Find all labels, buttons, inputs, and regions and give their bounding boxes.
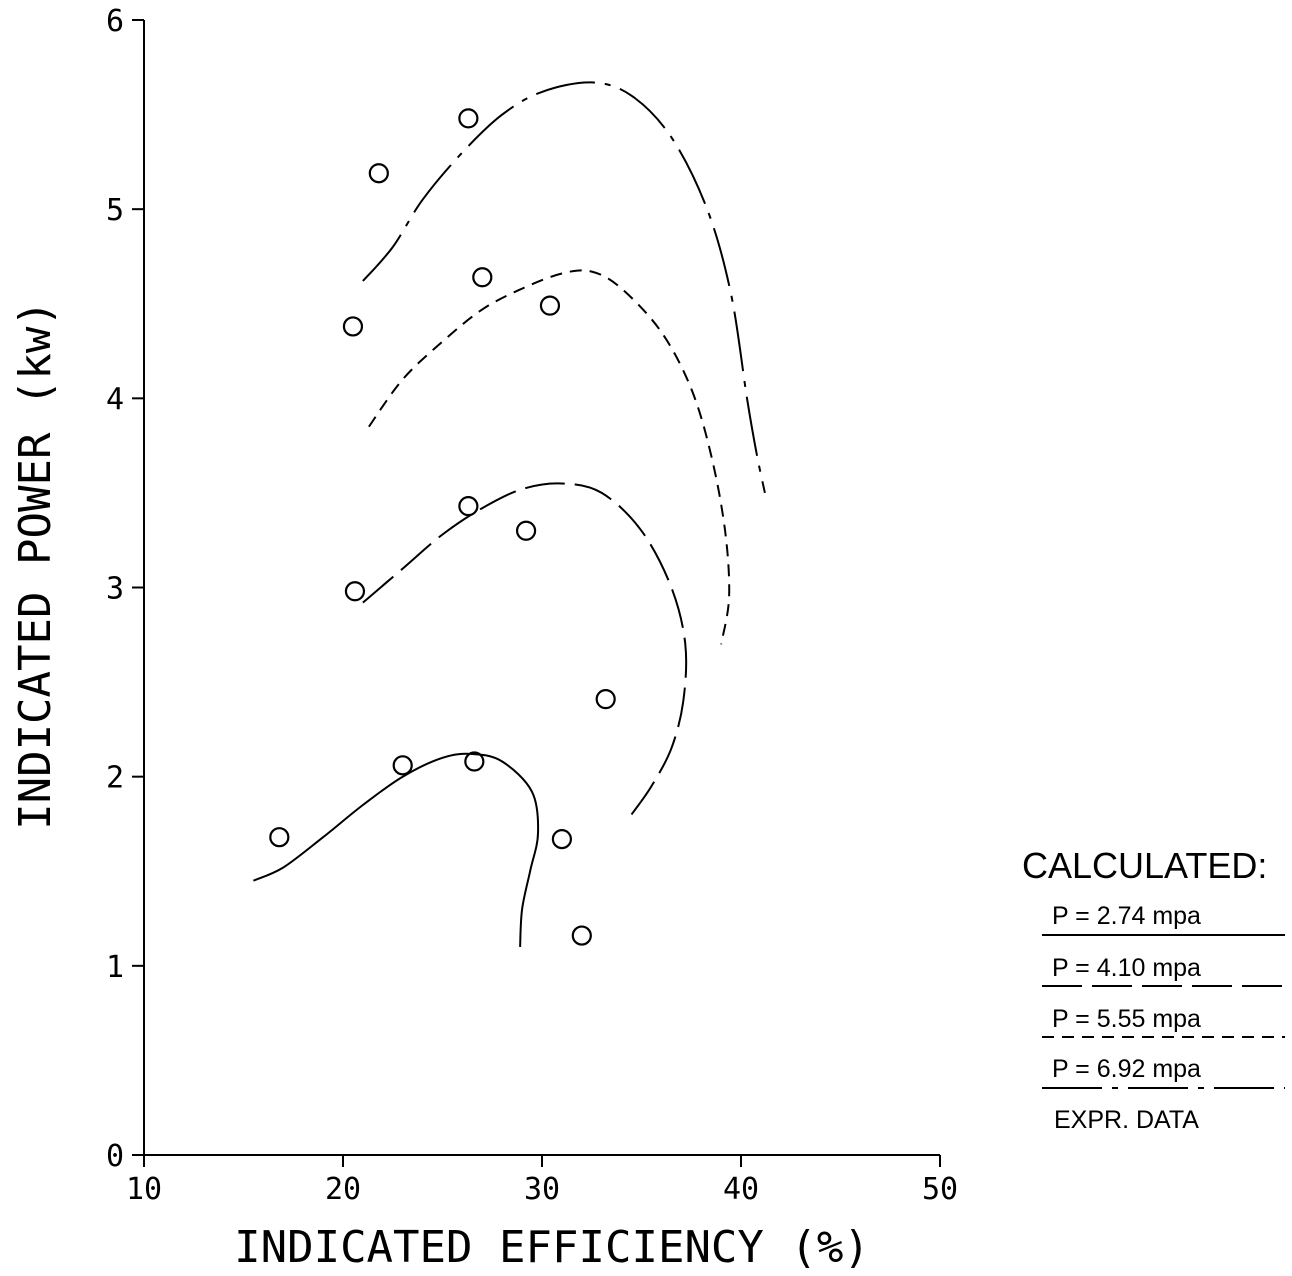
data-point — [344, 581, 366, 602]
legend-entry-6-92: P = 6.92 mpa — [1052, 1055, 1201, 1083]
series-line-4-10 — [362, 482, 688, 816]
data-point — [458, 108, 479, 129]
y-tick-label: 2 — [106, 761, 124, 796]
legend-entry-2-74: P = 2.74 mpa — [1052, 902, 1201, 930]
data-point — [342, 316, 364, 337]
data-point — [571, 925, 592, 946]
data-point — [392, 755, 413, 776]
x-tick-label: 30 — [524, 1172, 560, 1207]
y-tick-label: 6 — [106, 4, 124, 39]
data-point — [458, 496, 479, 517]
y-tick-label: 3 — [106, 572, 124, 607]
data-point — [472, 267, 493, 288]
data-point — [595, 689, 616, 710]
series-line-2-74 — [252, 752, 540, 947]
y-axis-label: INDICATED POWER (kw) — [10, 300, 61, 830]
data-point — [539, 295, 561, 316]
series-line-6-92 — [362, 81, 766, 494]
x-tick-label: 10 — [126, 1172, 162, 1207]
x-tick-label: 40 — [723, 1172, 759, 1207]
y-tick-label: 5 — [106, 193, 124, 228]
data-point — [464, 751, 485, 772]
markers — [269, 108, 616, 946]
legend-title: CALCULATED: — [1022, 845, 1267, 886]
legend-data-label: EXPR. DATA — [1054, 1106, 1199, 1134]
x-axis-label: INDICATED EFFICIENCY (%) — [234, 1222, 870, 1273]
data-point — [269, 827, 290, 848]
legend: CALCULATED: P = 2.74 mpa P = 4.10 mpa P … — [1022, 845, 1285, 1134]
legend-entry-5-55: P = 5.55 mpa — [1052, 1005, 1201, 1033]
y-tick-label: 1 — [106, 950, 124, 985]
x-tick-label: 50 — [922, 1172, 958, 1207]
data-point — [368, 163, 389, 184]
ticks: 10 20 30 40 50 0 1 2 3 4 5 6 — [106, 4, 958, 1207]
series-line-5-55 — [368, 269, 731, 645]
y-tick-label: 0 — [106, 1139, 124, 1174]
y-tick-label: 4 — [106, 382, 124, 417]
data-point — [551, 828, 573, 850]
data-point — [515, 520, 537, 541]
legend-entry-4-10: P = 4.10 mpa — [1052, 954, 1201, 982]
x-tick-label: 20 — [325, 1172, 361, 1207]
axes — [143, 20, 940, 1156]
series-layer — [252, 81, 766, 947]
